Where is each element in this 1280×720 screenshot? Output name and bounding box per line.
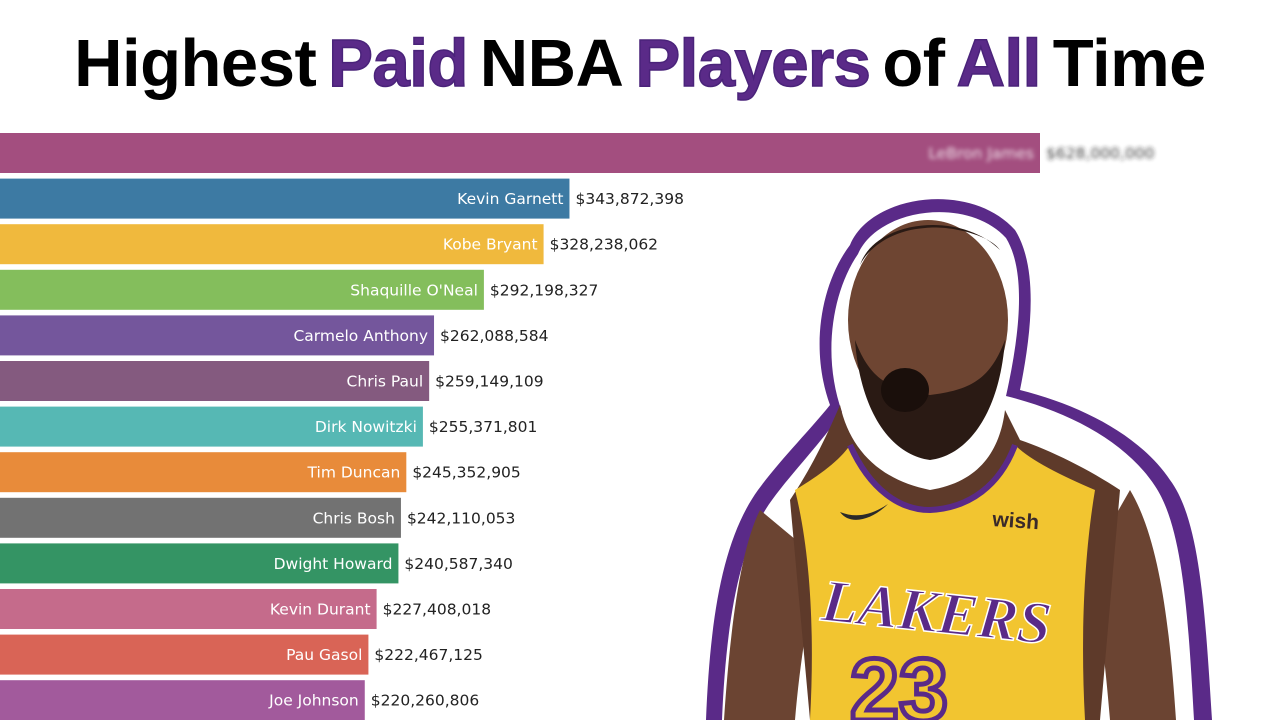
bar bbox=[0, 224, 544, 265]
value-label: $222,467,125 bbox=[374, 646, 482, 664]
bar-label: Kevin Garnett bbox=[457, 190, 563, 208]
value-label: $262,088,584 bbox=[440, 327, 548, 345]
title-word: All bbox=[956, 25, 1042, 102]
bar-label: Kevin Durant bbox=[270, 601, 371, 619]
title-word: Players bbox=[635, 25, 872, 102]
bar bbox=[0, 315, 435, 356]
bar-label: Shaquille O'Neal bbox=[350, 281, 478, 299]
bar-label: Tim Duncan bbox=[307, 464, 401, 482]
bar-label: Dwight Howard bbox=[274, 555, 393, 573]
bar bbox=[0, 543, 399, 584]
title-word: NBA bbox=[479, 26, 624, 101]
value-label: $240,587,340 bbox=[404, 555, 512, 573]
bar-label: Joe Johnson bbox=[268, 692, 359, 710]
bar bbox=[0, 269, 484, 310]
title-word: Highest bbox=[74, 26, 317, 101]
bar-label: Chris Paul bbox=[347, 373, 424, 391]
bar bbox=[0, 406, 423, 447]
value-label: $220,260,806 bbox=[371, 692, 479, 710]
title-word: of bbox=[882, 26, 945, 101]
bar-label: LeBron James bbox=[928, 145, 1034, 163]
jersey-sponsor: wish bbox=[991, 508, 1040, 534]
bar-label: Dirk Nowitzki bbox=[315, 418, 417, 436]
value-label: $328,238,062 bbox=[550, 236, 658, 254]
player-photo: wish LAKERS 23 bbox=[706, 199, 1212, 720]
value-label: $245,352,905 bbox=[412, 464, 520, 482]
bar-label: Chris Bosh bbox=[313, 509, 395, 527]
bar-label: Pau Gasol bbox=[286, 646, 362, 664]
bar bbox=[0, 452, 407, 493]
bar bbox=[0, 680, 365, 720]
value-label: $292,198,327 bbox=[490, 281, 598, 299]
value-label: $227,408,018 bbox=[383, 601, 491, 619]
title-word: Time bbox=[1052, 26, 1207, 101]
bar bbox=[0, 178, 570, 219]
bar bbox=[0, 133, 1040, 173]
value-label: $343,872,398 bbox=[575, 190, 683, 208]
value-label: $259,149,109 bbox=[435, 373, 543, 391]
bar-chart: LeBron James $628,000,000 Kevin Garnett $34… bbox=[0, 133, 1154, 720]
bar bbox=[0, 361, 430, 401]
jersey-number: 23 bbox=[850, 640, 948, 720]
value-label: $628,000,000 bbox=[1046, 145, 1154, 163]
player-head bbox=[848, 220, 1008, 420]
value-label: $255,371,801 bbox=[429, 418, 537, 436]
bar bbox=[0, 497, 401, 538]
bar-label: Carmelo Anthony bbox=[293, 327, 428, 345]
bar-label: Kobe Bryant bbox=[443, 236, 538, 254]
swoosh-logo bbox=[840, 504, 888, 520]
bar bbox=[0, 634, 369, 675]
chart-title: Highest Paid NBA Players of All Time bbox=[0, 24, 1280, 104]
value-label: $242,110,053 bbox=[407, 509, 515, 527]
title-word: Paid bbox=[328, 25, 469, 102]
bar bbox=[0, 589, 377, 629]
